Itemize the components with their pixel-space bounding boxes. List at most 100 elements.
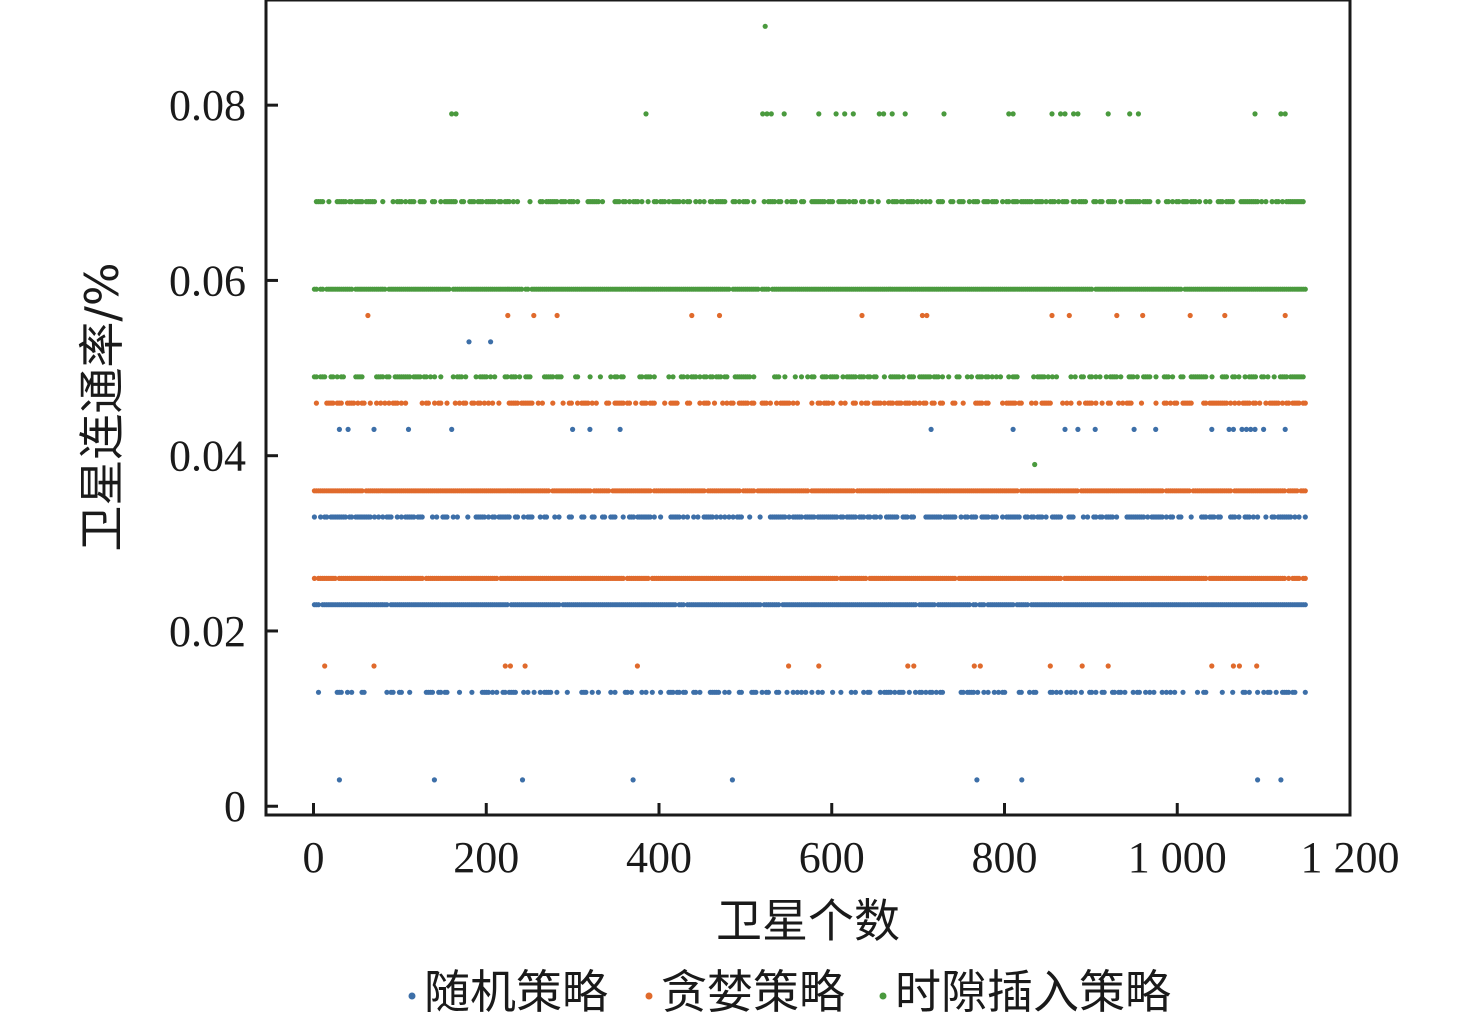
data-point — [1203, 374, 1209, 380]
data-point — [367, 514, 373, 520]
data-point — [713, 514, 720, 520]
data-point — [417, 374, 423, 380]
data-point — [1242, 689, 1248, 695]
x-tick-label: 200 — [453, 833, 519, 882]
data-point — [985, 199, 991, 205]
data-point — [521, 514, 527, 520]
data-point — [946, 374, 952, 380]
data-point — [693, 374, 699, 380]
data-point — [543, 514, 550, 520]
data-point — [910, 514, 917, 520]
data-point — [1288, 514, 1294, 520]
data-point — [1159, 689, 1165, 695]
data-point — [581, 514, 587, 520]
data-point — [923, 199, 929, 205]
data-point — [469, 689, 475, 695]
data-point — [1147, 689, 1153, 695]
data-point — [556, 514, 562, 520]
data-point — [1275, 400, 1281, 406]
data-point — [506, 199, 512, 205]
data-point — [1254, 663, 1260, 669]
data-point — [647, 488, 653, 494]
data-point — [672, 602, 678, 608]
data-point — [622, 199, 628, 205]
data-point — [964, 514, 971, 520]
data-point — [1045, 374, 1051, 380]
data-point — [815, 689, 821, 695]
data-point — [1248, 426, 1254, 432]
data-point — [896, 374, 902, 380]
data-point — [1127, 111, 1133, 117]
data-point — [995, 689, 1002, 695]
x-tick-label: 1 200 — [1301, 833, 1400, 882]
data-point — [985, 374, 991, 380]
data-point — [729, 777, 736, 783]
data-point — [390, 199, 396, 205]
data-point — [635, 199, 641, 205]
data-point — [846, 199, 852, 205]
data-point — [697, 400, 703, 406]
data-point — [790, 689, 796, 695]
data-point — [1255, 514, 1261, 520]
data-point — [960, 689, 966, 695]
data-point — [1014, 374, 1020, 380]
data-point — [1255, 199, 1261, 205]
data-point — [979, 400, 985, 406]
data-point — [620, 374, 626, 380]
data-point — [403, 400, 409, 406]
data-point — [811, 374, 817, 380]
data-point — [816, 111, 822, 117]
data-point — [359, 199, 365, 205]
data-point — [912, 602, 919, 608]
data-point — [745, 199, 751, 205]
data-point — [784, 199, 790, 205]
data-point — [1111, 199, 1118, 205]
data-point — [595, 689, 602, 695]
x-axis-ticks: 0 200 400 600 800 1 000 1 200 — [303, 803, 1400, 882]
data-point — [912, 400, 919, 406]
data-point — [630, 777, 636, 783]
data-point — [900, 374, 906, 380]
data-point — [1029, 199, 1035, 205]
data-point — [429, 514, 436, 520]
data-point — [1236, 400, 1242, 406]
data-point — [968, 374, 975, 380]
data-point — [1187, 312, 1193, 319]
data-point — [809, 400, 815, 406]
data-point — [1222, 312, 1228, 319]
data-point — [821, 199, 827, 205]
data-point — [568, 400, 575, 406]
data-point — [956, 374, 962, 380]
data-point — [1239, 426, 1245, 432]
data-point — [1147, 199, 1153, 205]
data-point — [616, 199, 622, 205]
data-point — [488, 339, 494, 345]
data-point — [505, 312, 511, 319]
data-point — [687, 199, 693, 205]
data-point — [1159, 488, 1165, 494]
data-point — [483, 374, 489, 380]
data-point — [1170, 199, 1176, 205]
data-point — [1072, 199, 1078, 205]
data-point — [386, 374, 392, 380]
data-point — [794, 400, 801, 406]
data-point — [1230, 426, 1236, 432]
data-point — [689, 312, 695, 319]
data-point — [981, 689, 987, 695]
data-point — [450, 514, 456, 520]
data-point — [631, 514, 637, 520]
data-point — [349, 514, 355, 520]
data-point — [1111, 689, 1118, 695]
data-point — [1172, 689, 1178, 695]
data-point — [398, 514, 404, 520]
data-point — [1170, 514, 1176, 520]
data-point — [776, 602, 782, 608]
data-point — [662, 400, 668, 406]
data-point — [850, 111, 856, 117]
data-point — [1070, 514, 1076, 520]
data-point — [380, 514, 386, 520]
data-point — [1093, 689, 1099, 695]
data-point — [1116, 400, 1122, 406]
data-point — [318, 514, 324, 520]
data-point — [326, 199, 332, 205]
